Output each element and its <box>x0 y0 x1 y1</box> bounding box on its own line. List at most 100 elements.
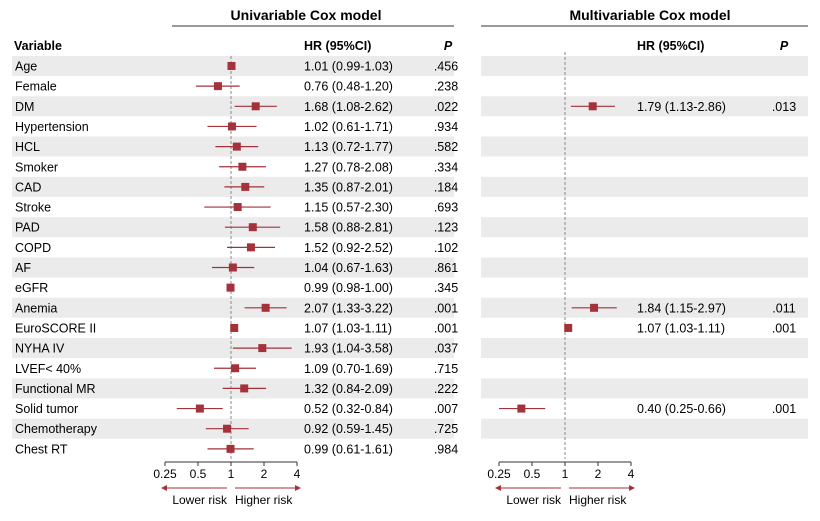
hr-point-marker <box>223 424 232 433</box>
variable-label: COPD <box>15 241 51 255</box>
variable-label: LVEF< 40% <box>15 362 81 376</box>
lower-risk-label: Lower risk <box>506 493 562 507</box>
p-value: .001 <box>772 402 796 416</box>
hr-point-marker <box>238 162 247 171</box>
row-band <box>12 297 454 318</box>
row-band <box>481 116 808 137</box>
hr-point-marker <box>590 303 599 312</box>
hr-point-marker <box>248 223 257 232</box>
hr-ci-value: 1.52 (0.92-2.52) <box>304 241 393 255</box>
hr-ci-value: 1.93 (1.04-3.58) <box>304 342 393 356</box>
row-band <box>481 398 808 419</box>
hr-point-marker <box>228 263 237 272</box>
hr-point-marker <box>195 404 204 413</box>
text-labels: Univariable Cox model Multivariable Cox m… <box>14 7 796 507</box>
variable-label: EuroSCORE II <box>15 321 96 335</box>
column-header-p: P <box>444 39 453 53</box>
row-band <box>481 438 808 459</box>
hr-point-marker <box>240 384 249 393</box>
hr-ci-value: 0.40 (0.25-0.66) <box>637 402 726 416</box>
p-value: .011 <box>772 301 795 315</box>
p-value: .022 <box>434 100 458 114</box>
hr-ci-value: 1.07 (1.03-1.11) <box>637 321 725 335</box>
hr-ci-value: 1.84 (1.15-2.97) <box>637 301 726 315</box>
row-band <box>481 277 808 298</box>
variable-label: Female <box>15 80 57 94</box>
panel-title: Multivariable Cox model <box>569 7 730 23</box>
hr-ci-value: 1.01 (0.99-1.03) <box>304 60 393 74</box>
hr-point-marker <box>246 243 255 252</box>
row-band <box>481 338 808 359</box>
x-tick-label: 4 <box>628 467 635 481</box>
p-value: .184 <box>434 180 458 194</box>
x-tick-label: 0.25 <box>487 467 511 481</box>
variable-label: PAD <box>15 221 40 235</box>
hr-point-marker <box>227 122 236 131</box>
p-value: .715 <box>434 362 458 376</box>
variable-label: Smoker <box>15 160 58 174</box>
higher-risk-label: Higher risk <box>235 493 293 507</box>
hr-ci-value: 1.68 (1.08-2.62) <box>304 100 393 114</box>
hr-point-marker <box>258 344 267 353</box>
x-tick-label: 0.5 <box>524 467 541 481</box>
x-tick-label: 1 <box>228 467 235 481</box>
variable-label: HCL <box>15 140 40 154</box>
hr-point-marker <box>231 364 240 373</box>
p-value: .334 <box>434 160 458 174</box>
p-value: .013 <box>772 100 796 114</box>
row-band <box>481 156 808 177</box>
hr-ci-value: 1.13 (0.72-1.77) <box>304 140 393 154</box>
column-header-variable: Variable <box>14 39 62 53</box>
p-value: .693 <box>434 201 458 215</box>
hr-ci-value: 2.07 (1.33-3.22) <box>304 301 393 315</box>
p-value: .934 <box>434 120 458 134</box>
hr-ci-value: 1.02 (0.61-1.71) <box>304 120 393 134</box>
hr-point-marker <box>232 142 241 151</box>
p-value: .001 <box>772 321 796 335</box>
x-tick-label: 2 <box>595 467 602 481</box>
variable-label: AF <box>15 261 31 275</box>
higher-risk-label: Higher risk <box>569 493 627 507</box>
variable-label: NYHA IV <box>15 342 65 356</box>
hr-ci-value: 0.99 (0.98-1.00) <box>304 281 393 295</box>
p-value: .007 <box>434 402 458 416</box>
p-value: .037 <box>434 342 458 356</box>
row-band <box>481 196 808 218</box>
arrowhead <box>629 485 635 491</box>
row-band <box>481 136 808 157</box>
variable-label: DM <box>15 100 34 114</box>
hr-ci-value: 0.52 (0.32-0.84) <box>304 402 393 416</box>
hr-point-marker <box>233 203 242 212</box>
hr-point-marker <box>227 62 236 70</box>
row-band <box>481 378 808 399</box>
p-value: .345 <box>434 281 458 295</box>
column-header-p: P <box>780 39 789 53</box>
row-band <box>481 55 808 77</box>
row-band <box>481 96 808 117</box>
row-bands <box>12 55 808 459</box>
x-tick-label: 2 <box>261 467 268 481</box>
hr-point-marker <box>517 404 526 413</box>
hr-point-marker <box>564 323 573 332</box>
lower-risk-label: Lower risk <box>172 493 228 507</box>
hr-ci-value: 1.04 (0.67-1.63) <box>304 261 393 275</box>
column-header-hr: HR (95%CI) <box>637 39 704 53</box>
x-tick-label: 1 <box>562 467 569 481</box>
row-band <box>481 257 808 278</box>
hr-ci-value: 1.35 (0.87-2.01) <box>304 180 393 194</box>
row-band <box>481 217 808 238</box>
hr-ci-value: 1.58 (0.88-2.81) <box>304 221 393 235</box>
variable-label: eGFR <box>15 281 48 295</box>
hr-point-marker <box>226 444 235 453</box>
hr-point-marker <box>241 182 250 191</box>
hr-ci-value: 1.07 (1.03-1.11) <box>304 321 392 335</box>
hr-ci-value: 1.27 (0.78-2.08) <box>304 160 393 174</box>
variable-label: Chemotherapy <box>15 422 98 436</box>
variable-label: Chest RT <box>15 442 68 456</box>
p-value: .001 <box>434 301 458 315</box>
arrowhead <box>161 485 167 491</box>
hr-ci-value: 1.15 (0.57-2.30) <box>304 201 393 215</box>
hr-ci-value: 0.76 (0.48-1.20) <box>304 80 393 94</box>
row-band <box>12 398 454 419</box>
